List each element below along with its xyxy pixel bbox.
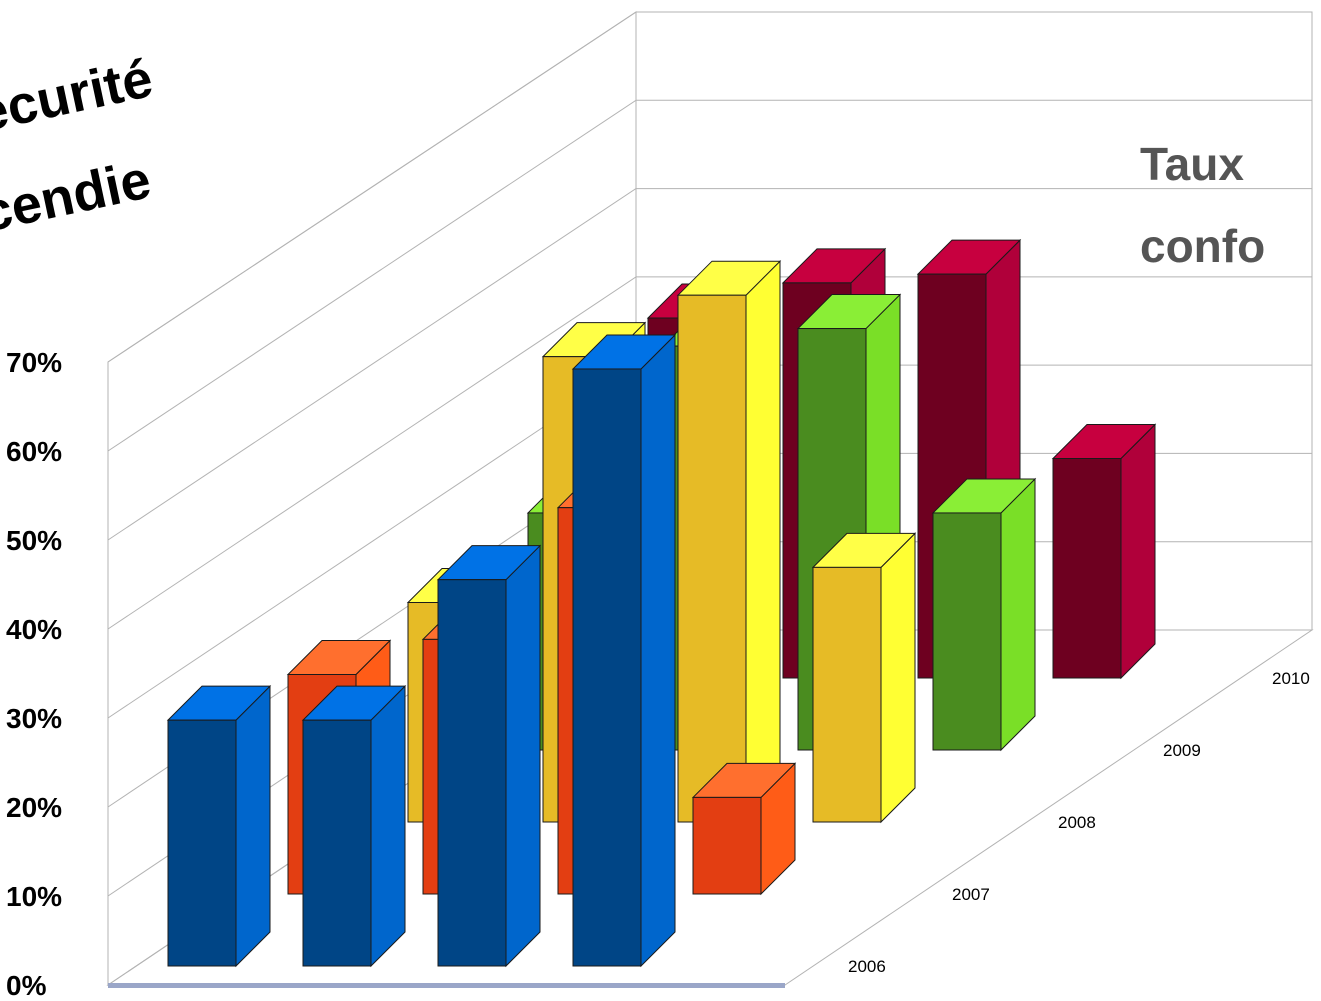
y-tick-label-4: 40%	[6, 614, 62, 645]
bar-2006-col4	[573, 335, 675, 966]
bar-front	[303, 720, 371, 966]
bar-2006-col1	[168, 686, 270, 966]
bar-side	[236, 686, 270, 966]
bar-side	[1001, 479, 1035, 750]
slide-title-line2: cendie	[0, 149, 156, 243]
bar-front	[813, 567, 881, 822]
bar-front	[168, 720, 236, 966]
bar-side	[746, 261, 780, 822]
bar-2009-col4	[933, 479, 1035, 750]
y-tick-label-0: 0%	[6, 970, 47, 1001]
y-tick-label-5: 50%	[6, 525, 62, 556]
row-label-2009: 2009	[1163, 741, 1201, 760]
y-tick-label-3: 30%	[6, 703, 62, 734]
front-base-band	[108, 983, 785, 988]
bar-2006-col2	[303, 686, 405, 966]
y-tick-label-6: 60%	[6, 436, 62, 467]
bar-front	[438, 580, 506, 966]
bar-2010-col4	[1053, 425, 1155, 679]
bar-side	[1121, 425, 1155, 679]
y-tick-label-7: 70%	[6, 347, 62, 378]
bar-side	[371, 686, 405, 966]
bar-side	[506, 546, 540, 966]
bar-front	[573, 369, 641, 966]
slide-title-line1: écurité	[0, 48, 158, 144]
y-tick-label-1: 10%	[6, 881, 62, 912]
y-tick-label-2: 20%	[6, 792, 62, 823]
bar-front	[693, 797, 761, 894]
chart-title-line2: confo	[1140, 220, 1265, 272]
row-label-2007: 2007	[952, 885, 990, 904]
bar-2006-col3	[438, 546, 540, 966]
row-label-2008: 2008	[1058, 813, 1096, 832]
bar-front	[678, 295, 746, 822]
bar-side	[641, 335, 675, 966]
bar-side	[881, 533, 915, 822]
bar-2007-col4	[693, 763, 795, 894]
chart-title-line1: Taux	[1140, 138, 1244, 190]
row-label-2010: 2010	[1272, 669, 1310, 688]
bar-2008-col4	[813, 533, 915, 822]
bar-front	[933, 513, 1001, 750]
bar-front	[1053, 459, 1121, 679]
row-label-2006: 2006	[848, 957, 886, 976]
bar-2008-col3	[678, 261, 780, 822]
